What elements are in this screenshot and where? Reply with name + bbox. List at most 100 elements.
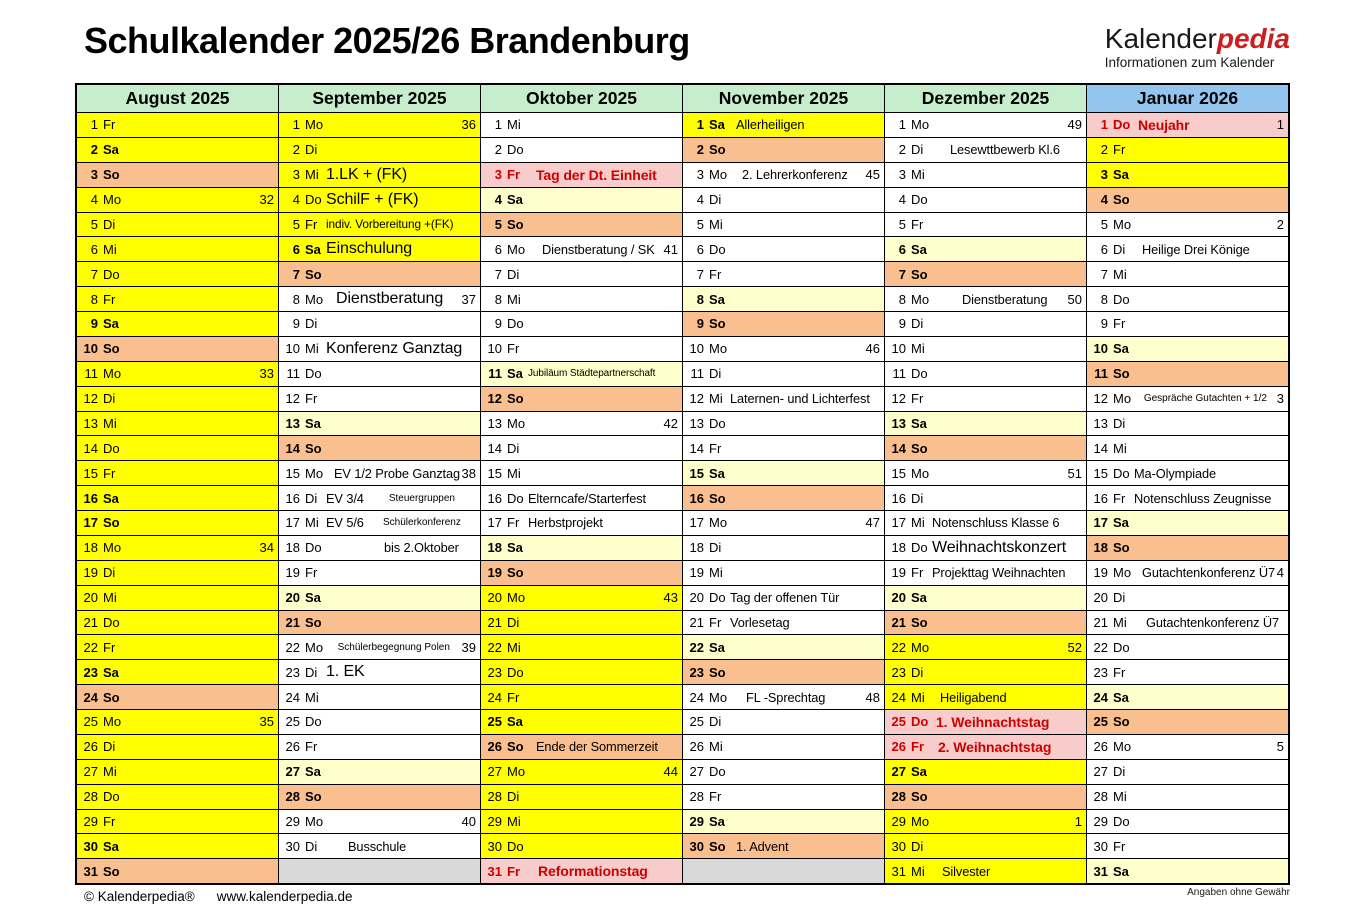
day-abbr: Fr — [1113, 490, 1126, 506]
day-abbr: Fr — [305, 739, 318, 755]
day-row: 13 Mi — [77, 410, 278, 436]
day-abbr: Fr — [507, 341, 520, 357]
day-row: 14 Di — [481, 435, 682, 461]
day-abbr: Mo — [1113, 216, 1132, 232]
day-abbr: Mi — [911, 863, 925, 879]
day-number: 5 — [90, 216, 98, 232]
day-abbr: Do — [1113, 813, 1130, 829]
day-row: 28 Di — [481, 783, 682, 809]
day-row: 17 Mi EV 5/6 Schülerkonferenz — [279, 510, 480, 535]
day-row: 19 Fr Projekttag Weihnachten — [885, 559, 1086, 585]
day-row: 25 Do 1. Weihnachtstag — [885, 709, 1086, 734]
day-abbr: Di — [709, 366, 722, 382]
day-number: 8 — [292, 291, 300, 307]
day-row: 16 So — [683, 485, 884, 510]
day-number: 25 — [1093, 714, 1108, 730]
day-number: 18 — [689, 540, 704, 556]
day-number: 20 — [83, 590, 98, 606]
day-abbr: Do — [305, 540, 322, 556]
day-number: 25 — [891, 714, 906, 730]
day-row: 16 Di — [885, 485, 1086, 510]
month-column-4: November 2025 1 Sa Allerheiligen 2 So 3 Mo 2. Le… — [682, 85, 884, 884]
day-number: 6 — [494, 241, 502, 257]
day-row: 21 Fr Vorlesetag — [683, 609, 884, 635]
day-row: 21 Do — [77, 609, 278, 635]
day-row: 28 So — [279, 783, 480, 809]
day-row: 4 Di — [683, 186, 884, 212]
day-abbr: Fr — [507, 167, 520, 183]
week-number: 44 — [663, 764, 678, 780]
day-row: 5 Di — [77, 211, 278, 237]
day-number: 11 — [690, 366, 705, 382]
day-number: 28 — [1093, 789, 1108, 805]
day-number: 3 — [292, 167, 300, 183]
day-row: 30 So 1. Advent — [683, 833, 884, 859]
day-row: 9 Fr — [1087, 311, 1288, 336]
week-number: 4 — [1276, 565, 1284, 581]
event-label: SchilF + (FK) — [326, 190, 419, 208]
day-number: 17 — [83, 515, 98, 531]
day-abbr: Mo — [1113, 565, 1132, 581]
day-row: 5 Fr — [885, 211, 1086, 237]
day-row: 22 Sa — [683, 634, 884, 660]
day-number: 21 — [689, 614, 704, 630]
day-abbr: So — [911, 266, 928, 282]
day-number: 25 — [83, 714, 98, 730]
day-abbr: Do — [911, 192, 928, 208]
month-header: Oktober 2025 — [481, 85, 682, 113]
day-abbr: Sa — [1113, 167, 1129, 183]
day-number: 28 — [285, 789, 300, 805]
day-row: 2 Di — [279, 136, 480, 162]
month-rows: 1 Mi 2 Do 3 Fr Tag der Dt. Einheit 4 Sa 5 So 6 Mo Die… — [481, 113, 682, 884]
note-label: Schülerkonferenz — [383, 517, 461, 529]
day-row: 25 Sa — [481, 709, 682, 734]
day-row: 29 Do — [1087, 808, 1288, 834]
day-abbr: Fr — [103, 117, 116, 133]
day-number: 24 — [83, 689, 98, 705]
note-label: Gespräche Gutachten + 1/2 — [1143, 393, 1267, 405]
day-row: 27 Do — [683, 758, 884, 784]
day-abbr: So — [911, 789, 928, 805]
day-abbr: Sa — [911, 415, 927, 431]
event-label: Tag der offenen Tür — [730, 590, 840, 606]
day-number: 9 — [696, 316, 704, 332]
day-number: 4 — [292, 192, 300, 208]
day-abbr: Mo — [507, 241, 526, 257]
day-abbr: Di — [911, 664, 924, 680]
event-label: Ende der Sommerzeit — [536, 739, 658, 755]
day-abbr: Mo — [305, 465, 324, 481]
day-row: 29 Mi — [481, 808, 682, 834]
day-row: 29 Sa — [683, 808, 884, 834]
day-abbr: Mi — [709, 739, 723, 755]
week-number: 43 — [663, 590, 678, 606]
day-number: 30 — [689, 838, 704, 854]
day-number: 21 — [1093, 614, 1108, 630]
day-number: 11 — [892, 366, 907, 382]
event-label: Ma-Olympiade — [1134, 465, 1217, 481]
day-row: 2 Di Lesewttbewerb Kl.6 — [885, 136, 1086, 162]
day-number: 31 — [891, 863, 906, 879]
day-abbr: Mi — [911, 167, 925, 183]
day-number: 3 — [898, 167, 906, 183]
day-abbr: Sa — [709, 465, 725, 481]
website-link[interactable]: www.kalenderpedia.de — [216, 889, 353, 904]
day-row: 19 Di — [77, 559, 278, 585]
day-number: 23 — [1093, 664, 1108, 680]
day-abbr: Fr — [709, 789, 722, 805]
day-number: 22 — [1093, 639, 1108, 655]
event-label: Jubiläum Städtepartnerschaft — [528, 368, 656, 380]
day-row: 6 Di Heilige Drei Könige — [1087, 236, 1288, 262]
day-row: 22 Mi — [481, 634, 682, 660]
footer-copyright: © Kalenderpedia® www.kalenderpedia.de — [84, 889, 353, 904]
day-number: 21 — [83, 614, 98, 630]
day-number: 11 — [286, 366, 301, 382]
day-row: 31 Fr Reformationstag — [481, 858, 682, 884]
event-label: Herbstprojekt — [528, 515, 603, 531]
day-row: 23 Sa — [77, 659, 278, 685]
day-row: 14 Do — [77, 435, 278, 461]
day-row: 17 So — [77, 510, 278, 535]
day-row: 15 Do Ma-Olympiade — [1087, 460, 1288, 486]
day-number: 20 — [689, 590, 704, 606]
day-abbr: Mo — [911, 117, 930, 133]
day-abbr: So — [305, 266, 322, 282]
